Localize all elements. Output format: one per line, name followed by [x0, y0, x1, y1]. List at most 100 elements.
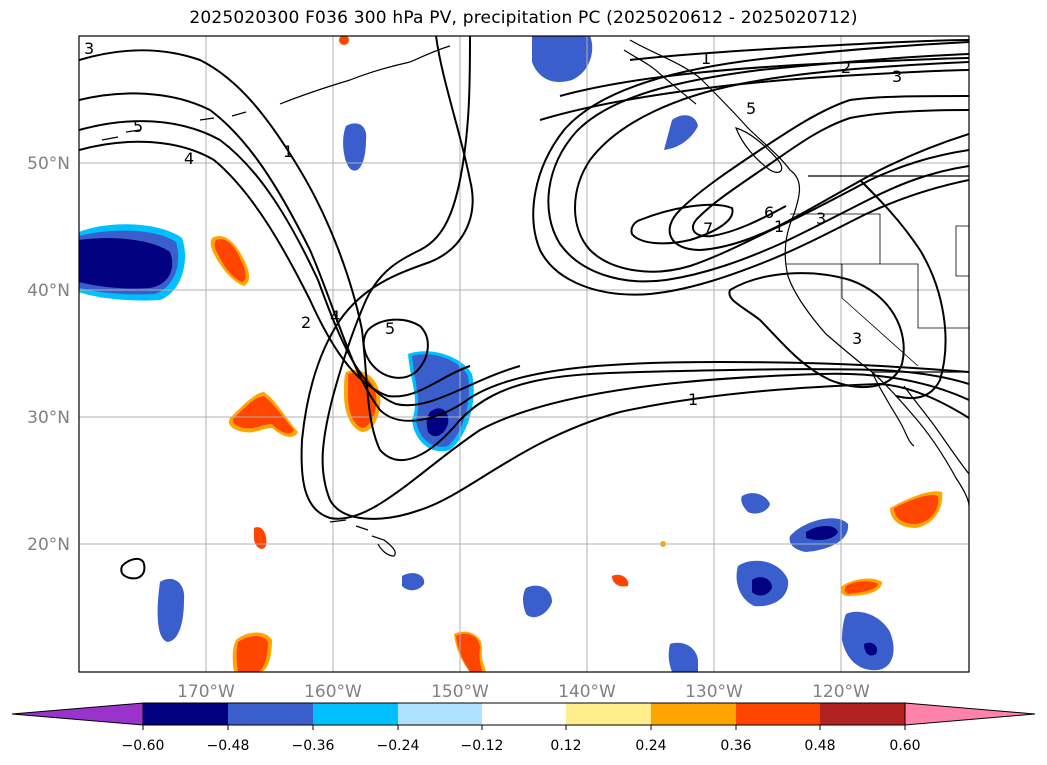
pv-contour-small-1: [120, 558, 146, 580]
lon-label: 170°W: [177, 682, 235, 702]
pv-contour-3-north: [539, 69, 969, 121]
lat-label: 40°N: [27, 281, 70, 301]
contour-label: 1: [688, 390, 698, 409]
precip-patch-positive: [612, 574, 629, 587]
colorbar-tick-label: 0.24: [635, 738, 666, 754]
coastlines: [101, 39, 969, 557]
contour-label: 3: [892, 67, 902, 86]
pv-contour-2: [300, 36, 969, 520]
contour-label: 4: [330, 307, 340, 326]
colorbar-tick-label: 0.48: [804, 738, 835, 754]
colorbar: −0.60 −0.48 −0.36 −0.24 −0.12 0.12 0.24 …: [11, 702, 1036, 754]
pv-contour-ridge-1: [668, 95, 969, 252]
contour-label: 4: [184, 149, 194, 168]
precip-patch-strong-negative: [806, 526, 838, 540]
contour-label: 5: [133, 117, 143, 136]
contour-labels: 3 5 4 1 2 4 5 1 2 3 5 6 3 7 1 3 1: [84, 39, 902, 409]
colorbar-segment: [398, 703, 482, 725]
colorbar-tick-label: −0.36: [292, 738, 335, 754]
lat-label: 50°N: [27, 154, 70, 174]
precip-patch-negative: [842, 611, 894, 671]
lat-label: 30°N: [27, 408, 70, 428]
colorbar-tick-label: 0.60: [889, 738, 920, 754]
pv-contour-1-north: [629, 39, 969, 61]
longitude-labels: 170°W 160°W 150°W 140°W 130°W 120°W: [177, 682, 870, 702]
colorbar-segment: [482, 703, 566, 725]
precip-patch-positive: [232, 396, 294, 434]
colorbar-segment: [651, 703, 736, 725]
colorbar-tick-label: −0.60: [122, 738, 165, 754]
contour-label: 1: [283, 142, 293, 161]
colorbar-segment: [143, 703, 228, 725]
coastline-alaska: [279, 45, 451, 105]
colorbar-segment: [820, 703, 905, 725]
coastline-alaska-panhandle: [623, 49, 697, 105]
pv-contour-ridge-3: [574, 61, 969, 273]
precip-patches: [79, 36, 943, 672]
colorbar-extend-low: [11, 702, 144, 726]
pv-contour-1: [321, 36, 969, 520]
contour-label: 5: [746, 99, 756, 118]
graticule: [79, 36, 969, 672]
pv-contour-5: [79, 140, 471, 398]
precip-patch-negative: [741, 493, 770, 514]
precip-patch-positive: [456, 633, 482, 672]
contour-label: 2: [301, 313, 311, 332]
pv-contour-trough-east: [859, 179, 947, 399]
coastline-vancouver-island: [735, 127, 783, 173]
pv-contour-inner-7: [630, 203, 734, 245]
precip-patch-positive: [214, 238, 246, 282]
contour-label: 2: [841, 58, 851, 77]
precip-patch-positive: [844, 581, 878, 594]
contour-label: 1: [701, 49, 711, 68]
colorbar-extend-high: [904, 702, 1036, 726]
coastline-north-america: [629, 39, 969, 507]
latitude-labels: 50°N 40°N 30°N 20°N: [27, 154, 70, 555]
precip-patch-negative: [668, 642, 698, 672]
pv-contour-3: [79, 49, 969, 461]
colorbar-tick-labels: −0.60 −0.48 −0.36 −0.24 −0.12 0.12 0.24 …: [122, 738, 921, 754]
precip-patch-negative: [343, 123, 367, 171]
plot-frame: [78, 35, 970, 673]
coastline-aleutians: [101, 111, 247, 141]
colorbar-segment: [736, 703, 820, 725]
precip-patch-negative: [523, 585, 552, 618]
pv-contour-2-north: [559, 57, 969, 97]
contour-label: 6: [764, 203, 774, 222]
coastline-hawaii: [329, 519, 396, 557]
contour-label: 1: [774, 217, 784, 236]
colorbar-tick-label: −0.12: [461, 738, 504, 754]
precip-patch-positive: [339, 36, 349, 45]
precip-patch-strong-negative: [426, 408, 449, 437]
colorbar-frame: [142, 702, 906, 726]
colorbar-tick-label: 0.36: [720, 738, 751, 754]
pv-contour-5-closed: [362, 318, 429, 379]
precip-patch-strong-negative: [752, 577, 772, 596]
coastline-baja-california: [871, 371, 915, 447]
colorbar-tick-label: 0.12: [550, 738, 581, 754]
border-us-states: [786, 213, 969, 367]
pv-contour-4: [79, 92, 969, 422]
colorbar-tick-label: −0.24: [377, 738, 420, 754]
precip-patch-positive: [254, 527, 267, 549]
pv-contour-4-inner: [79, 120, 521, 407]
lon-label: 150°W: [431, 682, 489, 702]
contour-label: 3: [816, 209, 826, 228]
colorbar-ticks: [142, 725, 906, 730]
pv-contour-ridge-2: [691, 109, 969, 238]
precip-patch-negative: [532, 36, 593, 82]
lon-label: 120°W: [812, 682, 870, 702]
precip-patch-strong-negative: [864, 642, 878, 656]
plot-area: 3 5 4 1 2 4 5 1 2 3 5 6 3 7 1 3 1: [79, 36, 969, 672]
precip-patch-negative: [402, 573, 425, 591]
map-title: 2025020300 F036 300 hPa PV, precipitatio…: [189, 8, 858, 28]
pv-contour-cutoff-low: [728, 272, 905, 389]
lon-label: 140°W: [558, 682, 616, 702]
precip-patch-negative: [664, 115, 698, 150]
precip-patch-positive: [894, 495, 939, 524]
colorbar-tick-label: −0.48: [207, 738, 250, 754]
lat-label: 20°N: [27, 535, 70, 555]
pv-contours: [79, 36, 969, 580]
colorbar-segment: [313, 703, 398, 725]
